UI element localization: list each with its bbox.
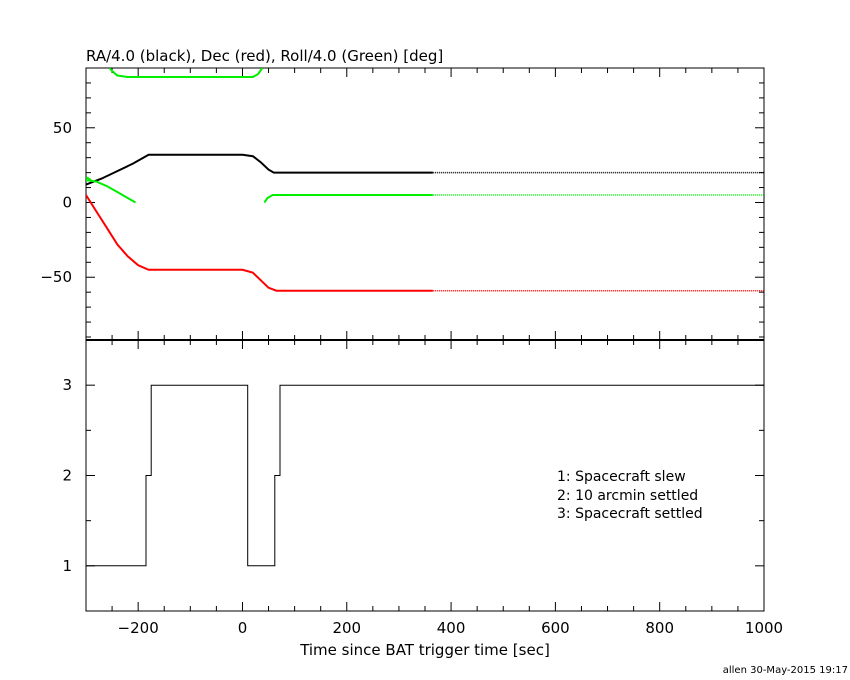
legend-item-10arcmin: 2: 10 arcmin settled — [557, 488, 698, 504]
x-tick-label: 800 — [645, 619, 674, 637]
roll-series-line — [263, 194, 433, 204]
bottom-y-tick-label: 2 — [62, 467, 72, 485]
top-y-tick-label: −50 — [40, 268, 72, 286]
bottom-y-tick-label: 3 — [62, 376, 72, 394]
top-panel-series — [86, 68, 764, 292]
status-step-line — [86, 384, 764, 567]
top-panel-frame — [85, 67, 765, 341]
bottom-panel-series — [86, 384, 764, 567]
x-tick-label: 200 — [332, 619, 361, 637]
ra-series-line — [86, 153, 433, 186]
x-tick-label: 400 — [437, 619, 466, 637]
bottom-panel-ticks: 1 2 3 −200 0 200 400 600 800 1000 — [62, 339, 783, 637]
footer-credit: allen 30-May-2015 19:17 — [723, 665, 848, 676]
x-tick-label: 1000 — [745, 619, 783, 637]
x-axis-label: Time since BAT trigger time [sec] — [299, 641, 550, 659]
bottom-y-tick-label: 1 — [62, 557, 72, 575]
top-panel: RA/4.0 (black), Dec (red), Roll/4.0 (Gre… — [40, 47, 765, 341]
x-tick-label: 0 — [238, 619, 248, 637]
top-series-clip — [86, 68, 764, 292]
top-panel-ticks: −50 0 50 — [40, 67, 765, 340]
roll-series-line — [86, 176, 92, 181]
x-tick-label: 600 — [541, 619, 570, 637]
top-y-tick-label: 50 — [53, 119, 72, 137]
bottom-panel: 1 2 3 −200 0 200 400 600 800 1000 Time since BAT … — [62, 339, 783, 659]
dec-series-line — [86, 194, 433, 292]
roll-series-line — [86, 179, 136, 204]
legend-item-slew: 1: Spacecraft slew — [557, 469, 686, 485]
roll-series-line — [108, 68, 264, 78]
top-panel-title: RA/4.0 (black), Dec (red), Roll/4.0 (Gre… — [86, 47, 443, 65]
x-tick-label: −200 — [118, 619, 159, 637]
top-y-tick-label: 0 — [62, 194, 72, 212]
legend-item-settled: 3: Spacecraft settled — [557, 506, 703, 522]
